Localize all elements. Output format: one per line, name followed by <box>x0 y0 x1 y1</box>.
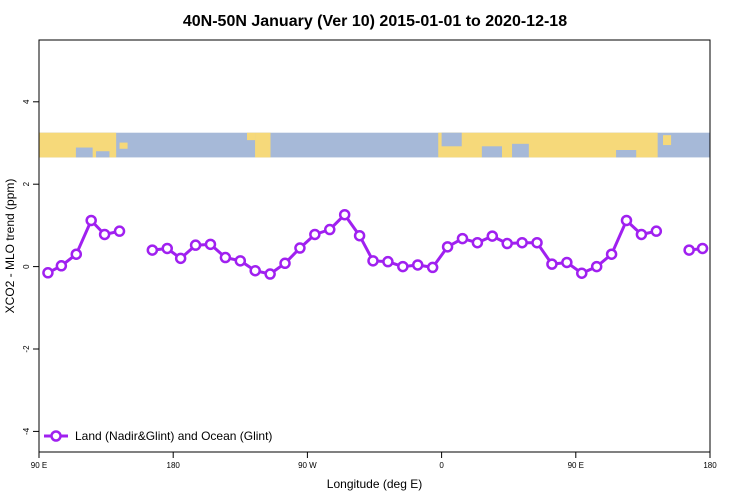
x-axis: 90 E 180 90 W 0 90 E 180 <box>31 452 717 470</box>
ocean-notch <box>481 146 502 158</box>
data-point <box>55 260 68 272</box>
data-point <box>146 244 159 256</box>
ocean-notch <box>616 150 637 158</box>
data-point <box>576 267 588 279</box>
data-point <box>441 241 454 253</box>
plot-frame <box>38 39 711 453</box>
chart-title: 40N-50N January (Ver 10) 2015-01-01 to 2… <box>183 13 567 30</box>
data-point <box>279 257 291 270</box>
data-point <box>456 232 469 245</box>
x-axis-label: Longitude (deg E) <box>327 477 422 491</box>
land-masses <box>39 132 672 158</box>
data-point <box>85 214 97 227</box>
land-fragment <box>247 132 256 141</box>
data-point <box>249 264 261 277</box>
data-point <box>338 208 351 221</box>
data-point <box>309 228 321 241</box>
legend-entry-text: Land (Nadir&Glint) and Ocean (Glint) <box>75 429 272 443</box>
land-fragment <box>478 137 486 146</box>
data-point <box>561 256 573 269</box>
data-point <box>426 261 439 274</box>
data-point <box>324 223 336 236</box>
legend: Land (Nadir&Glint) and Ocean (Glint) <box>44 429 272 443</box>
data-point <box>367 255 379 267</box>
x-tick-label: 180 <box>703 461 717 470</box>
y-tick-label: -4 <box>22 427 31 435</box>
data-point <box>516 236 528 249</box>
y-tick-label: 2 <box>22 181 31 186</box>
ocean-notch <box>441 132 462 147</box>
land-fragment <box>663 135 672 146</box>
data-point <box>113 225 126 237</box>
data-point <box>174 252 187 265</box>
data-point <box>189 239 202 251</box>
y-axis-label: XCO2 - MLO trend (ppm) <box>3 179 17 314</box>
data-point <box>531 236 543 249</box>
data-point <box>411 259 424 271</box>
data-point <box>70 248 83 260</box>
data-point <box>294 242 306 254</box>
ocean-notch <box>75 147 93 158</box>
legend-marker <box>50 430 62 442</box>
y-tick-label: 4 <box>22 99 31 104</box>
data-point <box>683 244 695 256</box>
data-point <box>42 267 54 279</box>
series-layer <box>42 208 709 280</box>
data-point <box>219 251 232 264</box>
x-tick-label: 90 E <box>31 461 47 470</box>
x-tick-label: 180 <box>167 461 181 470</box>
x-tick-label: 90 E <box>568 461 584 470</box>
data-point <box>501 237 513 250</box>
data-point <box>471 236 484 249</box>
data-point <box>620 214 633 227</box>
land-block <box>255 132 271 158</box>
land-fragment <box>119 142 128 149</box>
ocean-notch <box>96 151 110 158</box>
land-ocean-strip <box>39 132 710 158</box>
data-point <box>397 260 409 273</box>
data-point <box>204 238 217 251</box>
x-tick-label: 90 W <box>298 461 317 470</box>
data-point <box>486 230 499 242</box>
data-point <box>382 255 394 268</box>
data-point <box>546 258 558 270</box>
data-point <box>635 228 648 241</box>
data-point <box>696 242 709 255</box>
data-point <box>98 228 111 241</box>
y-axis: -4 -2 0 2 4 <box>22 99 39 435</box>
data-point <box>234 255 247 267</box>
ocean-notch <box>512 143 529 158</box>
data-point <box>590 260 603 273</box>
data-point <box>650 225 663 237</box>
y-tick-label: 0 <box>22 264 31 269</box>
data-point <box>264 268 276 280</box>
y-tick-label: -2 <box>22 345 31 353</box>
data-point <box>605 248 618 260</box>
data-point <box>353 229 366 242</box>
data-point <box>161 242 173 255</box>
x-tick-label: 0 <box>439 461 444 470</box>
